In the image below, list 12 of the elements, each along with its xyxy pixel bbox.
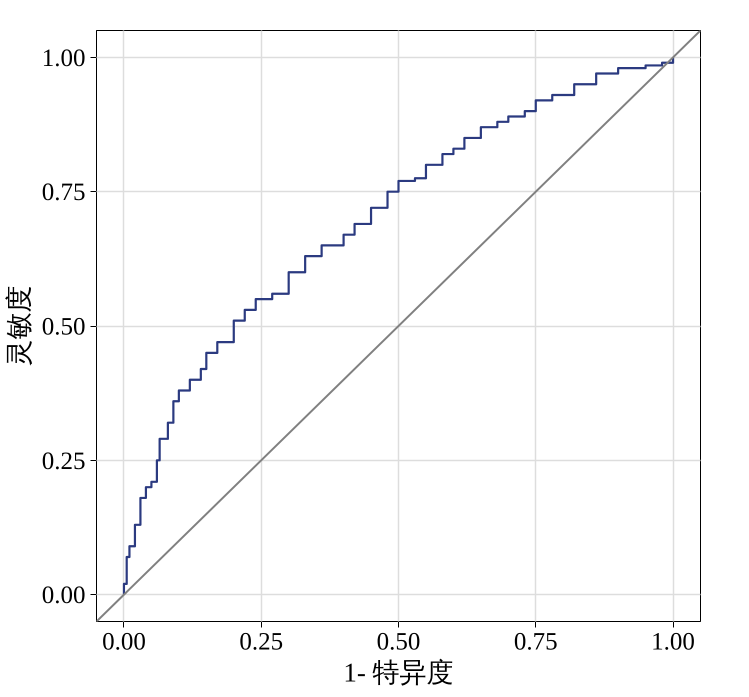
y-tick-label: 0.00 [42, 582, 86, 610]
x-axis-title: 1- 特异度 [343, 658, 454, 688]
x-tick-label: 0.75 [514, 628, 558, 656]
x-tick-label: 0.00 [102, 628, 146, 656]
x-tick-label: 0.25 [239, 628, 284, 656]
y-tick-label: 0.50 [42, 314, 86, 340]
y-tick-label: 0.25 [42, 448, 86, 475]
y-tick-label: 1.00 [42, 44, 86, 72]
y-tick-label: 0.75 [42, 179, 86, 206]
y-axis-title: 灵敏度 [4, 286, 34, 366]
x-tick-label: 1.00 [651, 628, 695, 656]
x-tick-label: 0.50 [376, 628, 420, 656]
